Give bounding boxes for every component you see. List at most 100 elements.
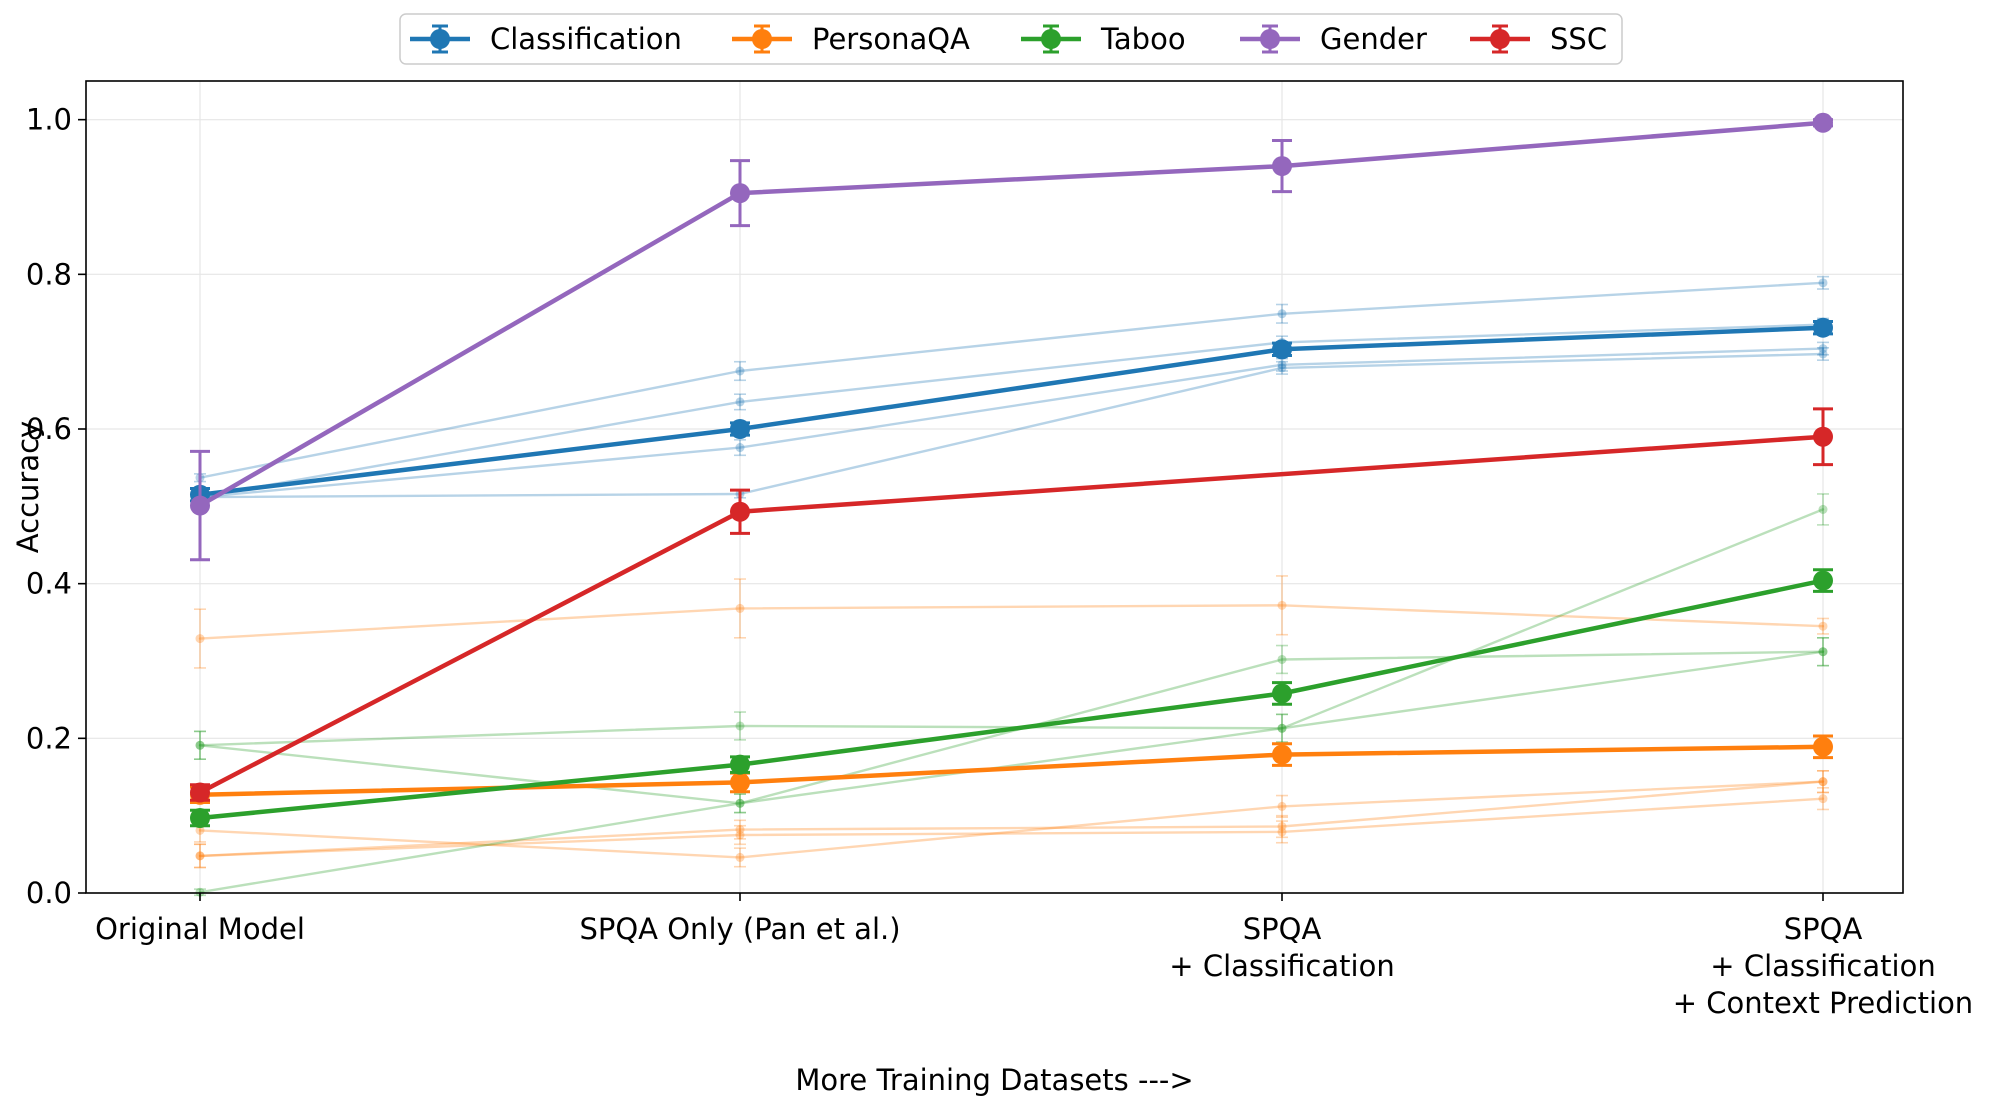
data-point	[195, 740, 205, 750]
axes: 0.0 0.2 0.4 0.6 0.8 1.0 Original Model SPQA Onl…	[26, 103, 1973, 1020]
data-point	[195, 634, 205, 644]
data-point	[190, 495, 210, 516]
data-point	[735, 366, 745, 376]
data-point	[1277, 309, 1287, 319]
data-point	[735, 603, 745, 613]
x-tick-label: + Classification	[1169, 949, 1394, 983]
legend-label: PersonaQA	[812, 22, 970, 56]
y-tick-label: 0.8	[26, 257, 72, 291]
data-point	[1813, 317, 1833, 338]
series-line	[198, 352, 1825, 499]
x-tick-label: SPQA	[1784, 912, 1863, 946]
data-point	[735, 825, 745, 835]
data-point	[1818, 647, 1828, 657]
data-point	[730, 501, 750, 522]
series-line	[197, 578, 1826, 821]
data-point	[1272, 156, 1292, 177]
y-axis-label: Accuracy	[11, 421, 45, 553]
data-point	[1277, 827, 1287, 837]
series-line	[198, 650, 1825, 894]
series-line	[197, 325, 1826, 497]
legend-swatch-marker	[1041, 29, 1061, 49]
legend-item-taboo[interactable]: Taboo	[1021, 22, 1186, 56]
series-line	[198, 347, 1825, 499]
background-series-0	[194, 275, 1829, 483]
plot-frame	[85, 80, 1904, 894]
legend-label: Taboo	[1100, 22, 1186, 56]
data-point	[1818, 777, 1828, 787]
data-point	[1277, 723, 1287, 733]
data-point	[1272, 744, 1292, 765]
data-point	[195, 825, 205, 835]
data-point	[195, 740, 205, 750]
data-point	[1277, 654, 1287, 664]
data-point	[735, 721, 745, 731]
x-tick-label: SPQA	[1243, 912, 1322, 946]
data-point	[735, 443, 745, 453]
data-point	[730, 419, 750, 439]
series-line	[198, 797, 1825, 858]
series-line	[197, 120, 1826, 508]
x-tick-label: SPQA Only (Pan et al.)	[579, 912, 900, 946]
data-point	[1818, 349, 1828, 359]
y-tick-label: 0.0	[26, 876, 72, 910]
data-point	[195, 851, 205, 861]
legend-label: Classification	[490, 22, 682, 56]
legend-swatch-marker	[1490, 29, 1510, 49]
data-point	[735, 397, 745, 407]
series-line	[198, 281, 1825, 479]
data-point	[1277, 723, 1287, 733]
data-point	[190, 782, 210, 803]
x-tick-label: + Context Prediction	[1673, 986, 1973, 1020]
data-point	[1818, 344, 1828, 354]
data-point	[1818, 504, 1828, 514]
data-point	[1818, 647, 1828, 657]
legend[interactable]: Classification PersonaQA Taboo Gender SSC	[399, 13, 1623, 65]
series-gender-3	[190, 112, 1833, 562]
x-axis-label: More Training Datasets --->	[795, 1063, 1193, 1097]
legend-swatch-marker	[1260, 29, 1280, 49]
data-point	[735, 830, 745, 840]
main-series	[190, 112, 1833, 828]
data-point	[190, 807, 210, 828]
background-series-6	[194, 770, 1829, 869]
data-point	[1818, 278, 1828, 288]
data-point	[1813, 426, 1833, 447]
data-point	[735, 798, 745, 808]
series-line	[198, 780, 1825, 859]
data-point	[1818, 777, 1828, 787]
legend-item-classification[interactable]: Classification	[410, 22, 682, 56]
background-series-7	[194, 787, 1829, 869]
legend-swatch-marker	[430, 29, 450, 49]
series-line	[198, 604, 1825, 640]
data-point	[1818, 794, 1828, 804]
x-tick-label: + Classification	[1710, 949, 1935, 983]
data-point	[1818, 621, 1828, 631]
series-line	[197, 744, 1826, 798]
series-taboo-2	[190, 568, 1833, 828]
x-tick-label: Original Model	[95, 912, 305, 946]
series-ssc-4	[190, 407, 1833, 803]
y-tick-label: 0.6	[26, 412, 72, 446]
legend-swatch-marker	[752, 29, 772, 49]
legend-label: Gender	[1320, 22, 1427, 56]
legend-item-personaqa[interactable]: PersonaQA	[732, 22, 970, 56]
data-point	[730, 183, 750, 204]
legend-item-gender[interactable]: Gender	[1240, 22, 1427, 56]
background-series-9	[194, 636, 1829, 814]
data-point	[1813, 736, 1833, 757]
legend-box	[399, 13, 1623, 65]
data-point	[1277, 801, 1287, 811]
series-line	[198, 323, 1825, 499]
y-tick-label: 0.2	[26, 721, 72, 755]
data-point	[1277, 363, 1287, 373]
data-point	[1813, 112, 1833, 133]
data-point	[1277, 360, 1287, 370]
series-line	[198, 650, 1825, 805]
legend-item-ssc[interactable]: SSC	[1470, 22, 1607, 56]
data-point	[735, 852, 745, 862]
data-point	[1813, 570, 1833, 591]
